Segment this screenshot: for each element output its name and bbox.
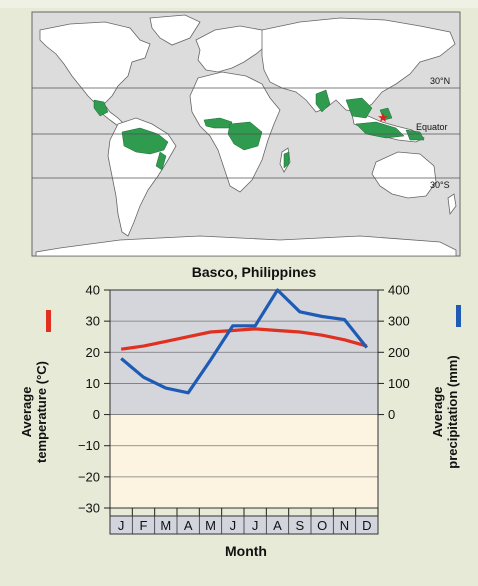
rainforest-southeast-asia (345, 97, 373, 119)
world-map: 30°N Equator 30°S ★ (31, 11, 461, 257)
latitude-lines (32, 87, 460, 179)
antarctica (35, 235, 457, 257)
rainforest-congo (227, 121, 263, 151)
left-axis-label: Average temperature (°C) (19, 361, 49, 463)
right-axis-label-line1: Average (430, 387, 445, 438)
x-axis-label: Month (225, 543, 267, 559)
month-label: S (295, 518, 304, 533)
chart-title: Basco, Philippines (192, 264, 317, 280)
left-tick-label: −10 (78, 438, 100, 453)
right-tick-label: 400 (388, 283, 410, 298)
australia (371, 151, 437, 199)
month-label: J (230, 518, 237, 533)
greenland (149, 14, 201, 46)
rainforest-central-america (93, 99, 109, 117)
europe (195, 25, 269, 73)
month-label: D (362, 518, 371, 533)
right-tick-label: 200 (388, 345, 410, 360)
right-tick-label: 300 (388, 314, 410, 329)
left-tick-label: −30 (78, 501, 100, 516)
left-axis-label-line2: temperature (°C) (34, 361, 49, 463)
location-marker-star-icon: ★ (377, 110, 389, 125)
temperature-legend-swatch (46, 310, 51, 332)
continents (35, 14, 457, 257)
label-30s: 30°S (430, 180, 450, 190)
right-tick-label: 0 (388, 407, 395, 422)
rainforest-amazon (121, 127, 169, 155)
month-label: A (273, 518, 282, 533)
month-label: F (140, 518, 148, 533)
rainforest-brazil-coast (155, 151, 167, 171)
series-layer (120, 288, 369, 395)
left-tick-label: 40 (86, 283, 100, 298)
top-band (0, 0, 478, 8)
left-tick-label: 10 (86, 376, 100, 391)
month-label: N (340, 518, 349, 533)
month-label: O (317, 518, 327, 533)
right-tick-label: 100 (388, 376, 410, 391)
left-tick-label: 30 (86, 314, 100, 329)
rainforest-philippines (379, 107, 393, 121)
left-axis-label-line1: Average (19, 387, 34, 438)
plot-background-lower (110, 414, 378, 508)
label-equator: Equator (416, 122, 448, 132)
north-america (39, 21, 151, 105)
rainforest-regions (93, 89, 425, 171)
new-zealand (447, 193, 457, 216)
rainforest-india (315, 89, 331, 113)
precipitation-legend-swatch (456, 305, 461, 327)
month-label: A (184, 518, 193, 533)
left-axis: 40 30 20 10 0 −10 −20 −30 (78, 283, 110, 516)
left-tick-label: −20 (78, 469, 100, 484)
right-axis-label: Average precipitation (mm) (430, 355, 460, 468)
rainforest-new-guinea (405, 129, 425, 141)
left-tick-label: 20 (86, 345, 100, 360)
precipitation-line (120, 288, 369, 395)
right-axis: 400 300 200 100 0 (378, 283, 410, 422)
left-tick-label: 0 (93, 407, 100, 422)
label-30n: 30°N (430, 76, 450, 86)
month-label: M (205, 518, 216, 533)
rainforest-madagascar (283, 151, 290, 169)
right-axis-label-line2: precipitation (mm) (445, 355, 460, 468)
month-label: J (252, 518, 259, 533)
month-label: J (118, 518, 125, 533)
month-label: M (160, 518, 171, 533)
temperature-line (120, 327, 368, 351)
